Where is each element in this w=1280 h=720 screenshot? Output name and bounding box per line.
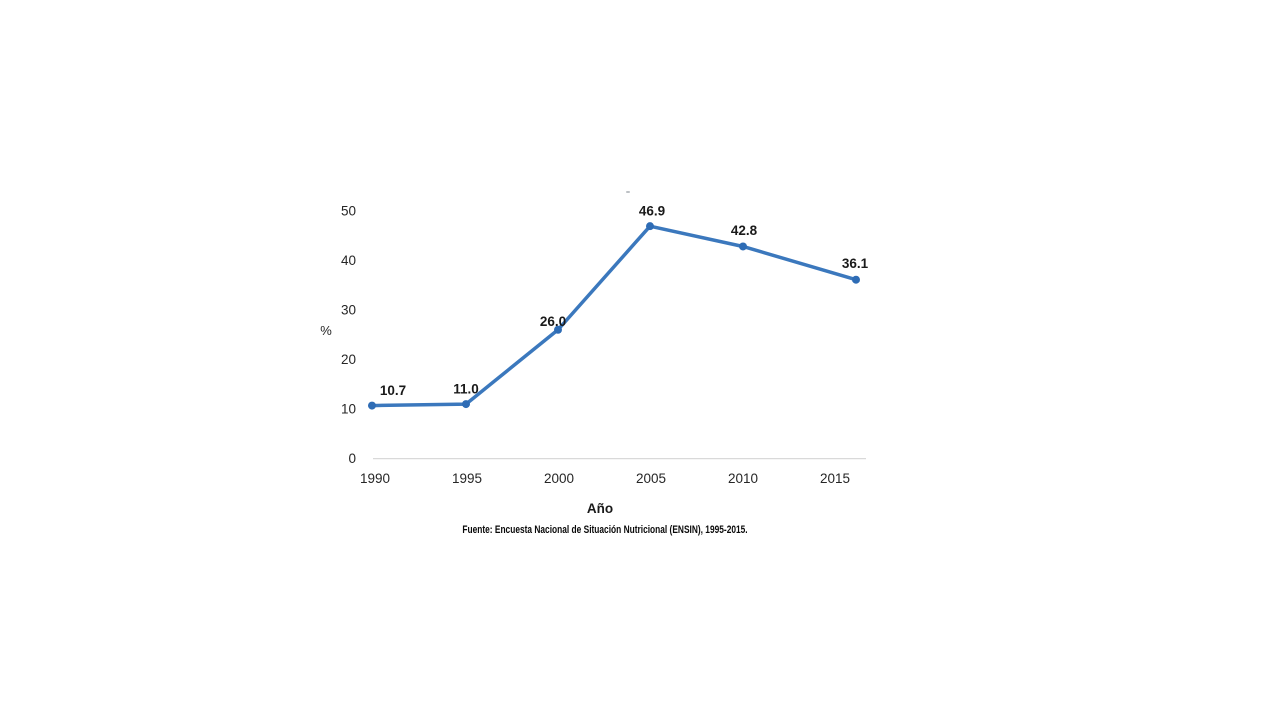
data-point-label: 46.9: [639, 204, 665, 219]
data-point-label: 10.7: [380, 383, 406, 398]
data-point-marker: [646, 222, 654, 231]
x-tick-label: 1995: [452, 471, 482, 486]
data-point-label: 36.1: [842, 256, 869, 271]
x-tick-label: 2010: [728, 471, 758, 486]
y-tick-label: 20: [341, 352, 356, 367]
data-point-marker: [739, 242, 747, 251]
y-tick-label: 50: [341, 203, 356, 218]
stray-mark: [626, 191, 630, 193]
data-point-marker: [368, 401, 376, 410]
x-axis-title: Año: [586, 501, 614, 516]
data-point-marker: [852, 275, 860, 284]
y-tick-label: 40: [341, 253, 356, 268]
y-tick-label: 30: [341, 302, 356, 317]
data-point-label: 26.0: [540, 314, 566, 329]
x-tick-label: 2005: [636, 471, 666, 486]
y-tick-label: 0: [348, 451, 356, 466]
data-point-marker: [462, 400, 470, 409]
x-tick-label: 2015: [820, 471, 850, 486]
y-tick-label: 10: [341, 402, 356, 417]
data-point-label: 42.8: [731, 223, 758, 238]
x-tick-label: 1990: [360, 471, 390, 486]
x-tick-label: 2000: [544, 471, 574, 486]
source-note: Fuente: Encuesta Nacional de Situación N…: [462, 524, 748, 536]
trend-line: [370, 224, 858, 408]
data-point-marker: [554, 325, 562, 334]
y-axis-title: %: [320, 323, 332, 338]
data-point-label: 11.0: [453, 382, 479, 397]
